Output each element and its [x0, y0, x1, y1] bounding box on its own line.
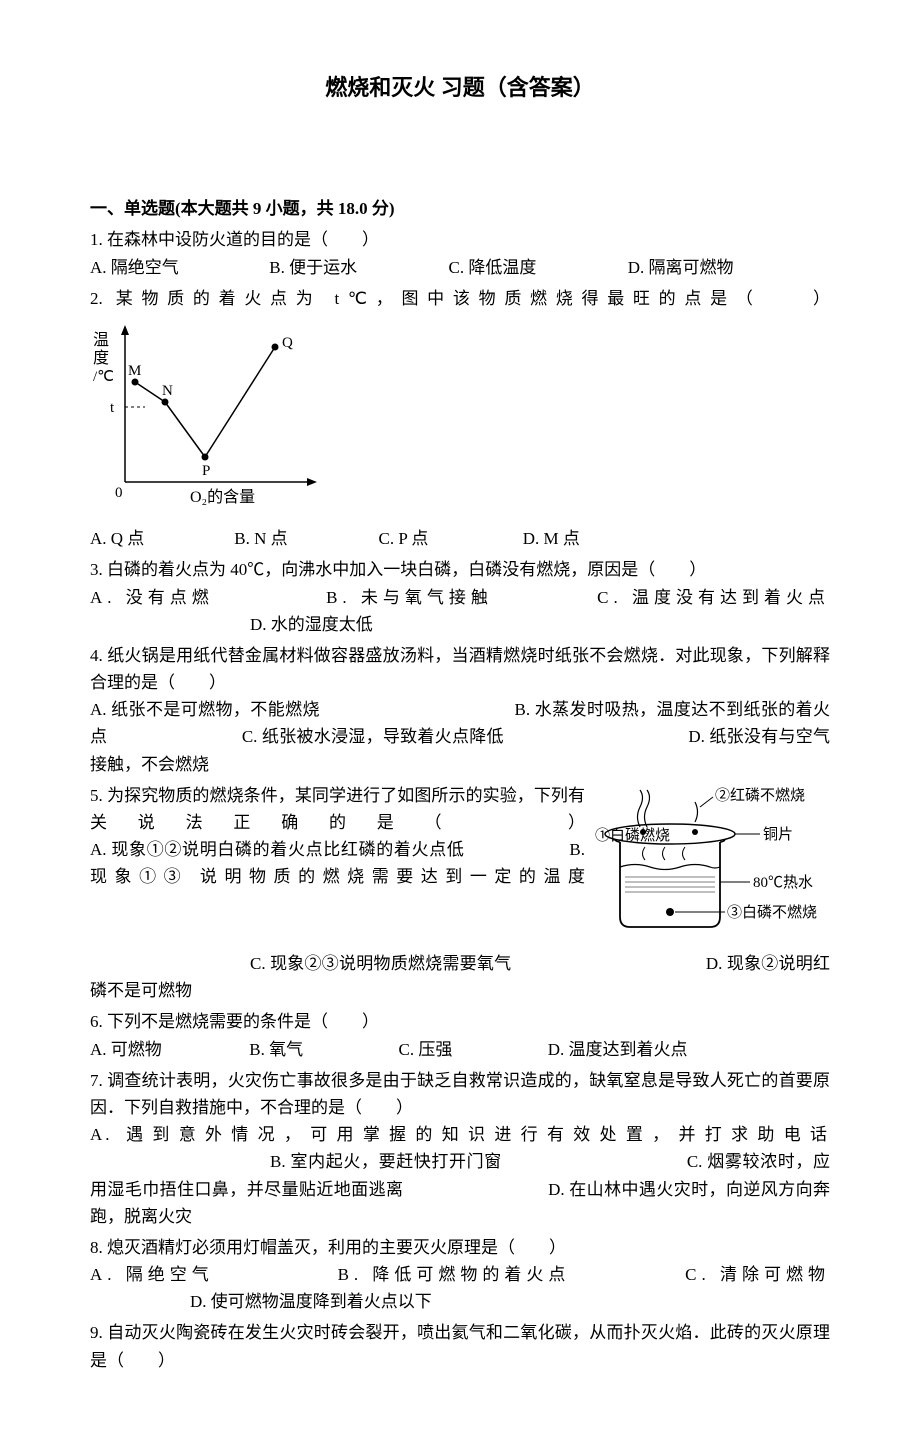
question-7: 7. 调查统计表明，火灾伤亡事故很多是由于缺乏自救常识造成的，缺氧窒息是导致人死… — [90, 1067, 830, 1230]
q8-option-c: C. 清除可燃物 — [685, 1261, 830, 1288]
q7-option-a: A. 遇到意外情况，可用掌握的知识进行有效处置，并打求助电话 — [90, 1125, 830, 1144]
q8-text: 8. 熄灭酒精灯必须用灯帽盖灭，利用的主要灭火原理是（ ） — [90, 1238, 566, 1257]
q3-option-a: A. 没有点燃 — [90, 584, 285, 611]
svg-text:80℃热水: 80℃热水 — [753, 874, 813, 891]
q5-option-a: A. 现象①②说明白磷的着火点比红磷的着火点低 — [90, 840, 465, 859]
svg-text:N: N — [162, 383, 173, 399]
svg-text:③白磷不燃烧: ③白磷不燃烧 — [727, 903, 817, 921]
q4-option-c: C. 纸张被水浸湿，导致着火点降低 — [242, 727, 504, 746]
q2-text: 2. 某物质的着火点为 t℃，图中该物质燃烧得最旺的点是（ ） — [90, 285, 830, 312]
q8-option-b: B. 降低可燃物的着火点 — [338, 1261, 628, 1288]
q6-option-d: D. 温度达到着火点 — [548, 1036, 688, 1063]
q5-diagram: ②红磷不燃烧 ①白磷燃烧 铜片 — [595, 782, 830, 950]
q6-option-c: C. 压强 — [399, 1036, 544, 1063]
svg-text:铜片: 铜片 — [763, 826, 793, 843]
q1-option-b: B. 便于运水 — [269, 254, 444, 281]
svg-text:O₂的含量: O₂的含量 — [190, 488, 255, 506]
question-2: 2. 某物质的着火点为 t℃，图中该物质燃烧得最旺的点是（ ） 温 度 /℃ t… — [90, 285, 830, 553]
q2-chart: 温 度 /℃ t 0 O₂的含量 M N P Q — [90, 317, 830, 520]
q1-option-d: D. 隔离可燃物 — [628, 254, 734, 281]
q1-text: 1. 在森林中设防火道的目的是（ ） — [90, 230, 379, 249]
q4-text: 4. 纸火锅是用纸代替金属材料做容器盛放汤料，当酒精燃烧时纸张不会燃烧．对此现象… — [90, 646, 830, 692]
q3-option-d: D. 水的湿度太低 — [250, 611, 373, 638]
q2-option-d: D. M 点 — [523, 525, 580, 552]
question-6: 6. 下列不是燃烧需要的条件是（ ） A. 可燃物 B. 氧气 C. 压强 D.… — [90, 1008, 830, 1062]
q2-option-c: C. P 点 — [379, 525, 519, 552]
question-8: 8. 熄灭酒精灯必须用灯帽盖灭，利用的主要灭火原理是（ ） A. 隔绝空气 B.… — [90, 1234, 830, 1316]
q3-text: 3. 白磷的着火点为 40℃，向沸水中加入一块白磷，白磷没有燃烧，原因是（ ） — [90, 560, 706, 579]
q2-option-a: A. Q 点 — [90, 525, 230, 552]
section-header: 一、单选题(本大题共 9 小题，共 18.0 分) — [90, 195, 830, 222]
svg-text:0: 0 — [115, 485, 123, 501]
q4-option-a: A. 纸张不是可燃物，不能燃烧 — [90, 700, 320, 719]
svg-text:P: P — [202, 463, 210, 479]
svg-text:温: 温 — [93, 331, 109, 349]
svg-text:M: M — [128, 363, 141, 379]
q6-option-a: A. 可燃物 — [90, 1036, 245, 1063]
q3-option-c: C. 温度没有达到着火点 — [597, 584, 830, 611]
svg-text:Q: Q — [282, 335, 293, 351]
q6-text: 6. 下列不是燃烧需要的条件是（ ） — [90, 1012, 379, 1031]
q1-option-c: C. 降低温度 — [449, 254, 624, 281]
question-3: 3. 白磷的着火点为 40℃，向沸水中加入一块白磷，白磷没有燃烧，原因是（ ） … — [90, 556, 830, 638]
q3-option-b: B. 未与氧气接触 — [326, 584, 556, 611]
question-1: 1. 在森林中设防火道的目的是（ ） A. 隔绝空气 B. 便于运水 C. 降低… — [90, 226, 830, 280]
q9-text: 9. 自动灭火陶瓷砖在发生火灾时砖会裂开，喷出氦气和二氧化碳，从而扑灭火焰．此砖… — [90, 1323, 830, 1369]
page-title: 燃烧和灭火 习题（含答案） — [90, 70, 830, 105]
svg-text:t: t — [110, 400, 115, 416]
svg-text:/℃: /℃ — [93, 369, 114, 385]
svg-text:①白磷燃烧: ①白磷燃烧 — [595, 826, 670, 844]
svg-text:②红磷不燃烧: ②红磷不燃烧 — [715, 786, 805, 804]
q8-option-a: A. 隔绝空气 — [90, 1261, 280, 1288]
q2-option-b: B. N 点 — [234, 525, 374, 552]
q7-option-b: B. 室内起火，要赶快打开门窗 — [270, 1152, 502, 1171]
q6-option-b: B. 氧气 — [249, 1036, 394, 1063]
q1-option-a: A. 隔绝空气 — [90, 254, 265, 281]
q5-text: 5. 为探究物质的燃烧条件，某同学进行了如图所示的实验，下列有关说法正确的是（ … — [90, 786, 585, 832]
question-4: 4. 纸火锅是用纸代替金属材料做容器盛放汤料，当酒精燃烧时纸张不会燃烧．对此现象… — [90, 642, 830, 778]
q7-text: 7. 调查统计表明，火灾伤亡事故很多是由于缺乏自救常识造成的，缺氧窒息是导致人死… — [90, 1071, 830, 1117]
svg-text:度: 度 — [93, 349, 109, 367]
question-5: 5. 为探究物质的燃烧条件，某同学进行了如图所示的实验，下列有关说法正确的是（ … — [90, 782, 830, 1005]
q5-option-c: C. 现象②③说明物质燃烧需要氧气 — [250, 954, 511, 973]
question-9: 9. 自动灭火陶瓷砖在发生火灾时砖会裂开，喷出氦气和二氧化碳，从而扑灭火焰．此砖… — [90, 1319, 830, 1373]
